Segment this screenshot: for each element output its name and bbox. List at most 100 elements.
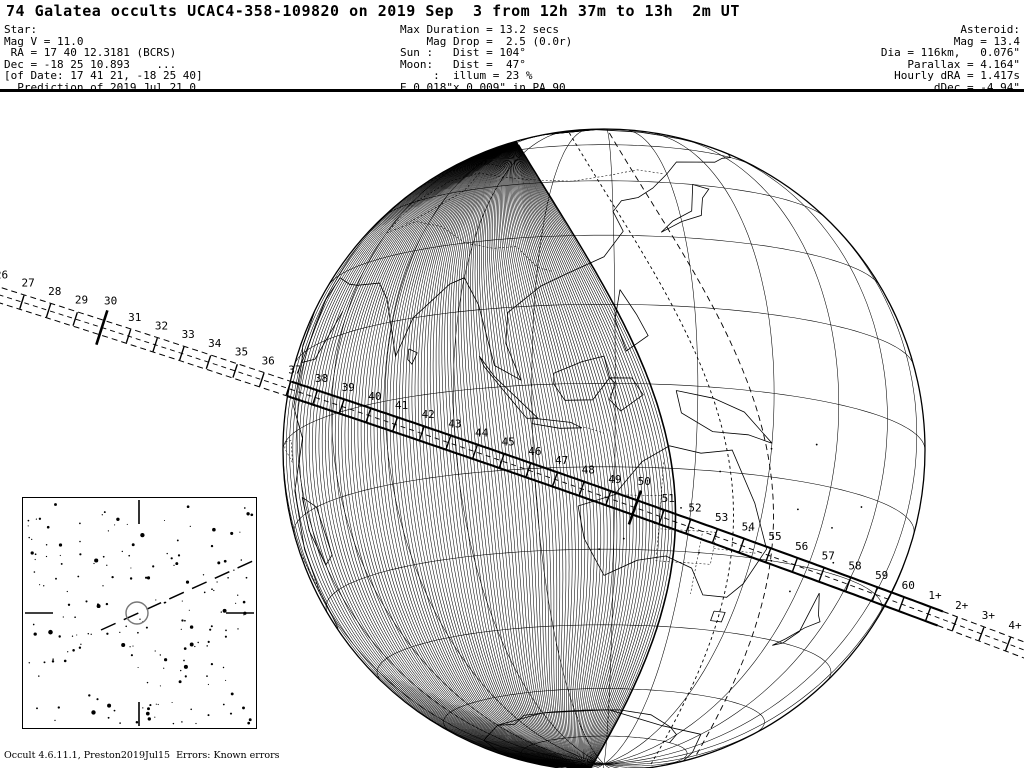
- field-star: [180, 669, 182, 672]
- field-star: [240, 559, 243, 561]
- path-tick-label: 44: [475, 427, 489, 440]
- field-star: [48, 629, 53, 635]
- field-star: [206, 645, 208, 647]
- path-tick-label: 56: [795, 540, 808, 553]
- field-star: [79, 522, 81, 525]
- field-star: [225, 679, 227, 681]
- field-star: [88, 694, 91, 697]
- field-star: [166, 552, 168, 555]
- page-title: 74 Galatea occults UCAC4-358-109820 on 2…: [6, 2, 740, 20]
- field-star: [246, 512, 250, 516]
- path-tick-label: 47: [555, 454, 568, 467]
- field-star: [71, 635, 74, 637]
- field-star: [107, 716, 110, 719]
- field-star: [197, 641, 199, 644]
- field-star: [250, 513, 254, 517]
- path-tick-label: 52: [688, 501, 701, 514]
- field-star: [183, 647, 187, 650]
- field-star: [107, 703, 112, 708]
- field-star: [46, 525, 50, 529]
- field-star: [128, 554, 131, 557]
- field-star: [125, 625, 127, 628]
- path-tick-label: 55: [768, 530, 781, 543]
- field-star: [45, 543, 48, 546]
- field-star: [126, 523, 128, 525]
- path-tick-label: 45: [502, 436, 515, 449]
- field-star: [145, 626, 148, 629]
- path-tick-label: 42: [422, 408, 435, 421]
- field-star: [216, 581, 218, 583]
- field-star: [213, 589, 215, 592]
- asteroid-data-block: Asteroid: Mag = 13.4 Dia = 116km, 0.076"…: [880, 23, 1020, 94]
- field-star: [62, 616, 64, 618]
- field-star: [76, 634, 78, 636]
- field-star: [32, 623, 35, 626]
- field-star: [237, 628, 239, 630]
- field-star: [154, 650, 156, 652]
- field-star: [54, 503, 57, 506]
- field-star: [80, 643, 82, 645]
- field-star: [155, 599, 157, 601]
- field-star: [34, 558, 36, 561]
- field-star: [85, 600, 88, 603]
- field-star: [135, 721, 139, 724]
- field-star: [119, 631, 121, 634]
- field-star: [146, 681, 149, 684]
- field-star: [119, 722, 121, 724]
- field-star: [189, 525, 191, 528]
- path-tick-label: 60: [902, 579, 915, 592]
- field-star: [230, 692, 234, 696]
- field-star: [58, 635, 61, 638]
- field-star: [87, 632, 90, 635]
- field-star: [212, 527, 216, 532]
- field-star: [163, 667, 165, 669]
- path-tick-label: 48: [582, 464, 595, 477]
- field-star: [175, 562, 179, 566]
- field-star: [142, 707, 144, 709]
- field-star: [146, 576, 151, 580]
- field-star: [139, 618, 141, 620]
- path-tick-label: 58: [848, 559, 861, 572]
- field-star: [222, 703, 225, 706]
- path-tick-label: 36: [262, 354, 275, 367]
- field-star: [94, 558, 99, 563]
- path-tick-label: 33: [182, 328, 195, 341]
- field-star: [210, 625, 213, 628]
- field-star: [230, 531, 234, 535]
- field-star: [209, 628, 212, 631]
- field-star: [154, 716, 156, 718]
- field-star: [181, 619, 184, 622]
- field-star: [91, 710, 96, 715]
- field-star: [220, 611, 222, 613]
- field-star: [106, 632, 109, 635]
- field-star: [173, 564, 175, 567]
- field-star: [144, 576, 148, 579]
- field-star: [155, 703, 157, 705]
- path-tick-label: 37: [288, 363, 301, 376]
- field-star: [67, 603, 71, 606]
- path-tick-label: 46: [528, 445, 541, 458]
- globe-svg: 26 27 28 29 30 31 32 33 34 35 36 37 38 39 40 41 42 43 44 45…: [0, 128, 1024, 768]
- field-star: [39, 584, 41, 586]
- field-star: [28, 536, 30, 539]
- field-star: [190, 708, 192, 711]
- target-star-marker: [125, 601, 149, 625]
- field-star: [211, 588, 213, 591]
- field-star: [188, 609, 190, 611]
- field-star: [106, 564, 108, 566]
- field-star: [36, 707, 38, 710]
- field-star: [54, 719, 56, 722]
- path-tick-label: 29: [75, 294, 88, 307]
- field-star: [28, 662, 31, 664]
- path-tick-label: 3+: [982, 609, 996, 622]
- field-star: [178, 680, 182, 684]
- path-tick-label: 32: [155, 319, 168, 332]
- field-star: [33, 571, 36, 573]
- field-star: [222, 608, 227, 613]
- field-star: [163, 519, 166, 522]
- field-star: [103, 511, 106, 514]
- software-credit: Occult 4.6.11.1, Preston2019Jul15 Errors…: [4, 750, 280, 761]
- field-star: [180, 628, 182, 630]
- field-star: [67, 651, 69, 653]
